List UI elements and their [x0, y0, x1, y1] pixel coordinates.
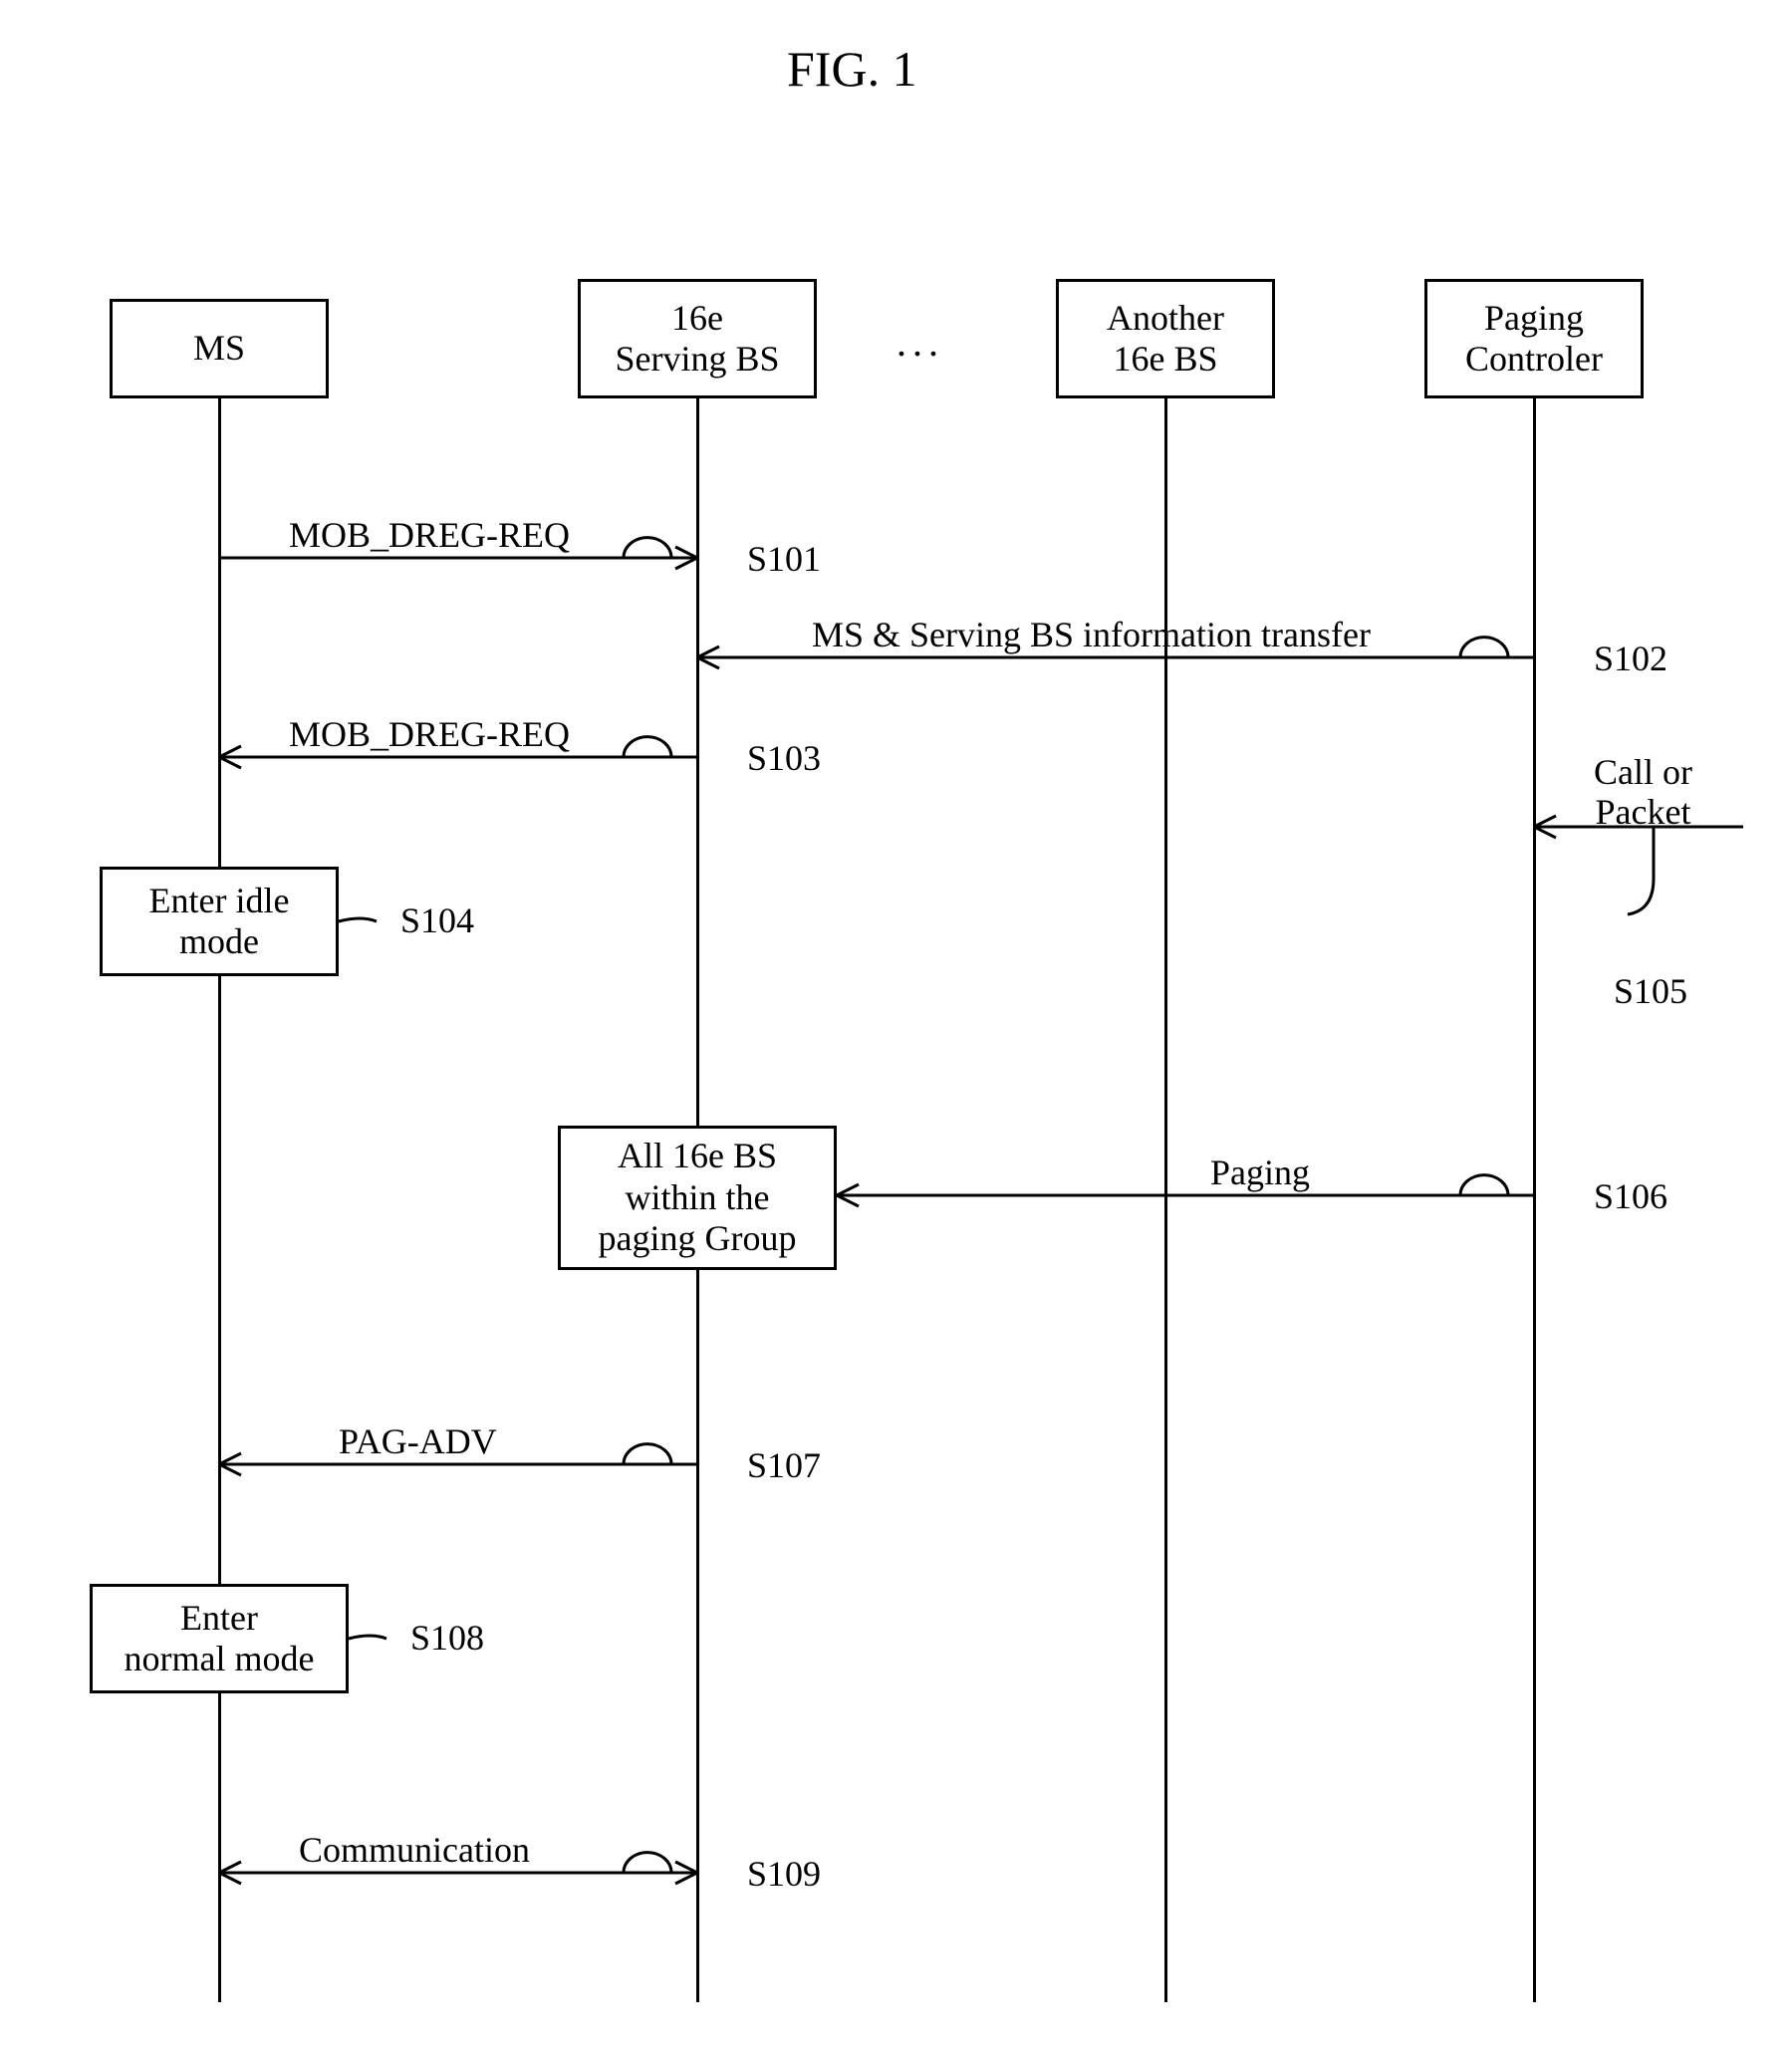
actor-abs: Another16e BS: [1056, 279, 1275, 398]
msg-s103: MOB_DREG-REQ: [289, 713, 570, 755]
msg-s102: MS & Serving BS information transfer: [812, 614, 1371, 655]
actor-ms: MS: [110, 299, 329, 398]
msg-s109: Communication: [299, 1829, 530, 1871]
figure-title: FIG. 1: [787, 40, 917, 98]
msg-s101: MOB_DREG-REQ: [289, 514, 570, 556]
state-s104: Enter idlemode: [100, 867, 339, 976]
msg-s106: Paging: [1210, 1152, 1310, 1193]
step-s104: S104: [400, 899, 474, 941]
diagram-canvas: FIG. 1 ... MS 16eServing BS Another16e BS P…: [0, 0, 1792, 2053]
step-s102: S102: [1594, 638, 1667, 679]
step-s109: S109: [747, 1853, 821, 1895]
state-s108: Enternormal mode: [90, 1584, 349, 1693]
lifeline-ms: [218, 396, 221, 2002]
step-s106: S106: [1594, 1175, 1667, 1217]
actor-sbs: 16eServing BS: [578, 279, 817, 398]
state-pg: All 16e BSwithin thepaging Group: [558, 1126, 837, 1270]
msg-s107: PAG-ADV: [339, 1420, 497, 1462]
lifeline-pc: [1533, 396, 1536, 2002]
step-s105: S105: [1614, 970, 1687, 1012]
step-s103: S103: [747, 737, 821, 779]
msg-call-or-packet: Call orPacket: [1594, 753, 1692, 832]
step-s101: S101: [747, 538, 821, 580]
ellipsis-between-actors: ...: [896, 319, 944, 366]
step-s107: S107: [747, 1444, 821, 1486]
step-s108: S108: [410, 1617, 484, 1659]
actor-pc: PagingControler: [1424, 279, 1644, 398]
